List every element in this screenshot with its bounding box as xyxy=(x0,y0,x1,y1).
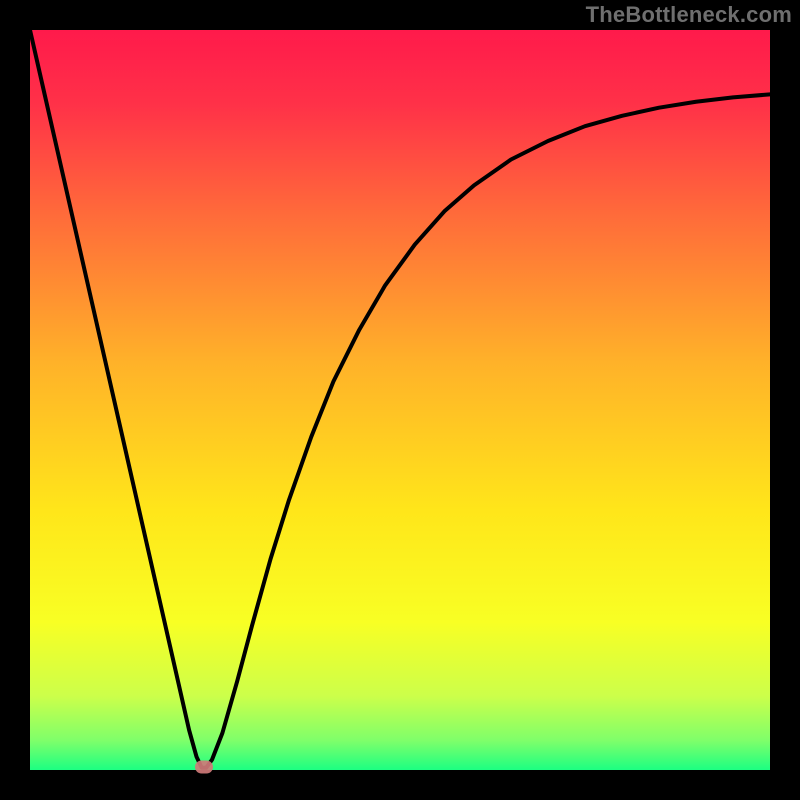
bottleneck-curve xyxy=(30,30,770,768)
optimal-point-marker xyxy=(195,761,213,774)
plot-area xyxy=(30,30,770,770)
chart-frame: TheBottleneck.com xyxy=(0,0,800,800)
watermark-text: TheBottleneck.com xyxy=(586,2,792,28)
curve-layer xyxy=(30,30,770,770)
